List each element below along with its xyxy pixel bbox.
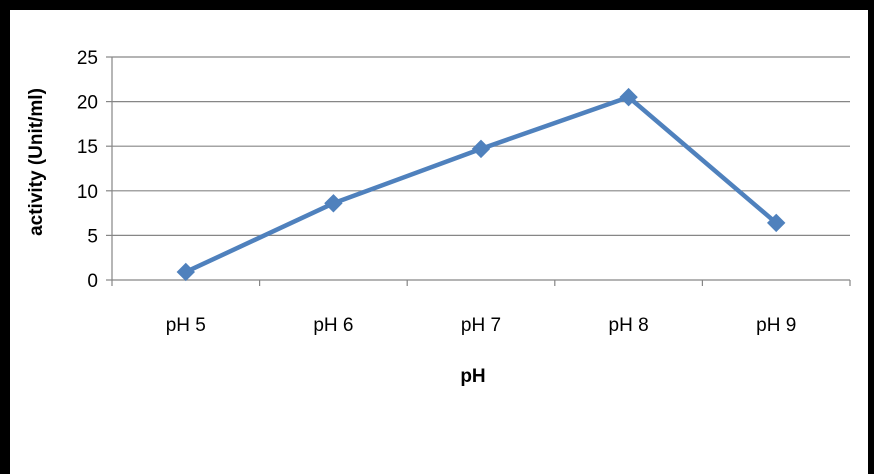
y-tick-labels: 0 5 10 15 20 25 bbox=[77, 48, 98, 292]
data-point-marker bbox=[176, 262, 196, 282]
x-tick-label: pH 7 bbox=[461, 315, 501, 336]
axes bbox=[106, 56, 851, 286]
x-axis-title: pH bbox=[460, 366, 485, 387]
x-tick-label: pH 8 bbox=[609, 315, 649, 336]
y-tick-label: 15 bbox=[77, 137, 98, 158]
data-point-marker bbox=[471, 139, 491, 159]
series-line-0 bbox=[183, 94, 779, 275]
x-tick-label: pH 6 bbox=[313, 315, 353, 336]
y-axis-title: activity (Unit/ml) bbox=[26, 88, 47, 236]
x-tick-labels: pH 5 pH 6 pH 7 pH 8 pH 9 bbox=[166, 315, 797, 336]
y-tick-label: 20 bbox=[77, 93, 98, 114]
x-tick-label: pH 5 bbox=[166, 315, 206, 336]
data-point-marker bbox=[324, 194, 343, 213]
data-point-marker bbox=[619, 87, 638, 107]
data-point-marker bbox=[766, 213, 786, 233]
y-tick-label: 10 bbox=[77, 182, 98, 203]
y-tick-label: 5 bbox=[87, 226, 98, 247]
data-series bbox=[176, 87, 786, 282]
y-tick-label: 0 bbox=[87, 271, 98, 292]
y-tick-label: 25 bbox=[77, 48, 98, 69]
x-tick-label: pH 9 bbox=[756, 315, 796, 336]
